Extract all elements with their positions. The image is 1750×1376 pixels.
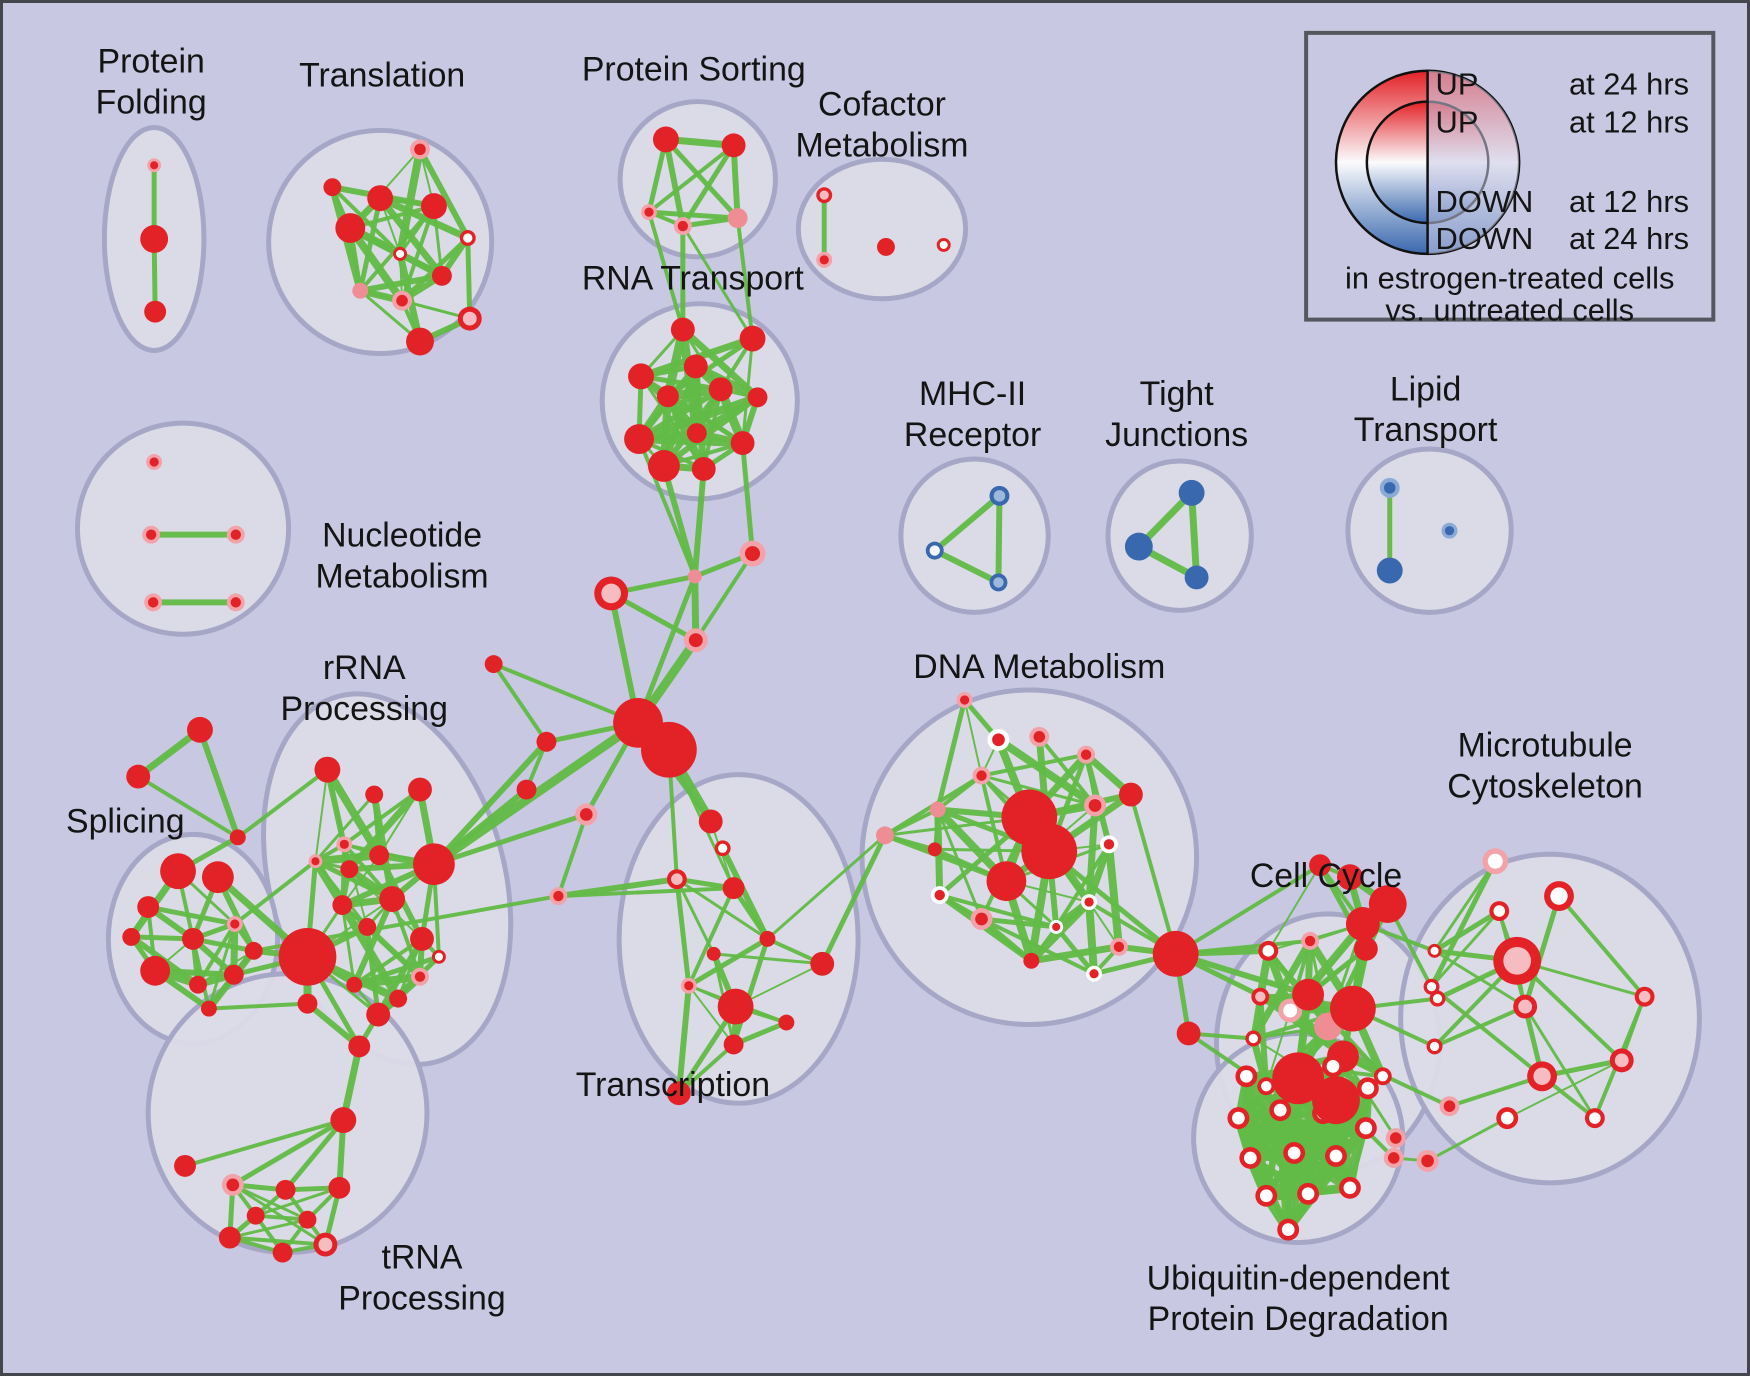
legend-time-2: at 12 hrs [1569, 184, 1689, 219]
nodes-protein-folding [140, 158, 169, 323]
cluster-label-cell-cycle: Cell Cycle [1250, 857, 1402, 895]
cluster-label-protein-sorting: Protein Sorting [582, 51, 806, 89]
nodes-nucleotide-metabolism [142, 454, 245, 612]
cluster-label-protein-folding: Protein [98, 43, 205, 81]
cluster-label-transcription: Transcription [576, 1066, 770, 1104]
legend-dir-2: DOWN [1436, 184, 1534, 219]
cluster-blob-transcription [616, 772, 861, 1106]
cluster-label-translation: Translation [299, 57, 465, 95]
nodes-translation [323, 139, 482, 356]
cluster-label-nucleotide-metabolism: Nucleotide [322, 517, 482, 555]
legend-box [1304, 30, 1716, 322]
cluster-label-rna-transport: RNA Transport [582, 260, 805, 298]
cluster-label-trna-processing: Processing [338, 1279, 505, 1317]
nodes-cell-cycle [1245, 854, 1407, 1148]
nodes-protein-sorting [641, 126, 748, 235]
nodes [122, 126, 1655, 1263]
connector-nodes [126, 540, 1460, 1172]
cluster-label-cofactor-metabolism: Metabolism [795, 126, 968, 164]
cluster-label-nucleotide-metabolism: Metabolism [316, 557, 489, 595]
legend-time-1: at 12 hrs [1569, 104, 1689, 139]
cluster-label-rrna-processing: Processing [281, 690, 448, 728]
nodes-lipid-transport [1376, 477, 1458, 584]
cluster-blob-tight-junctions [1105, 458, 1254, 613]
cluster-label-protein-folding: Folding [96, 84, 207, 122]
nodes-mhc-ii-receptor [925, 485, 1010, 592]
cluster-blob-protein-sorting [617, 99, 778, 260]
cluster-label-trna-processing: tRNA [382, 1238, 463, 1276]
cluster-label-mhc-ii-receptor: Receptor [904, 416, 1041, 454]
cluster-label-tight-junctions: Tight [1140, 375, 1215, 413]
cluster-label-microtubule-cytoskeleton: Microtubule [1458, 727, 1633, 765]
cluster-blob-mhc-ii-receptor [898, 456, 1051, 615]
legend-dir-0: UP [1436, 67, 1479, 102]
legend-dir-1: UP [1436, 104, 1479, 139]
cluster-label-rrna-processing: rRNA [323, 649, 406, 687]
cluster-label-cofactor-metabolism: Cofactor [818, 86, 946, 124]
edges-nucleotide-metabolism [148, 531, 239, 606]
cluster-label-tight-junctions: Junctions [1105, 416, 1248, 454]
nodes-cofactor-metabolism [816, 187, 951, 268]
nodes-trna-processing [174, 993, 371, 1263]
cluster-label-dna-metabolism: DNA Metabolism [913, 648, 1165, 686]
cluster-blob-cofactor-metabolism [795, 156, 969, 302]
cluster-label-mhc-ii-receptor: MHC-II [919, 375, 1026, 413]
nodes-rrna-processing [278, 756, 455, 1027]
legend-note-1: vs. untreated cells [1385, 293, 1634, 328]
nodes-splicing [122, 853, 263, 1017]
legend: UP at 24 hrs UP at 12 hrs DOWN at 12 hrs DOWN a… [1304, 30, 1716, 328]
cluster-label-lipid-transport: Lipid [1390, 370, 1462, 408]
cluster-label-microtubule-cytoskeleton: Cytoskeleton [1447, 768, 1643, 806]
nodes-transcription [666, 809, 835, 1106]
legend-time-0: at 24 hrs [1569, 67, 1689, 102]
nodes-tight-junctions [1124, 479, 1209, 590]
nodes-dna-metabolism [927, 691, 1143, 982]
legend-note-0: in estrogen-treated cells [1345, 261, 1674, 296]
legend-dir-3: DOWN [1436, 221, 1534, 256]
edges-mhc-ii-receptor [931, 492, 1003, 586]
cluster-label-ubiquitin-degradation: Protein Degradation [1148, 1300, 1449, 1338]
cluster-label-lipid-transport: Transport [1354, 411, 1498, 449]
cluster-blob-nucleotide-metabolism [75, 420, 292, 637]
cluster-label-splicing: Splicing [66, 802, 185, 840]
nodes-rna-transport [624, 317, 768, 482]
legend-fade-half [1427, 70, 1520, 254]
legend-time-3: at 24 hrs [1569, 221, 1689, 256]
cluster-blob-lipid-transport [1345, 446, 1514, 615]
nodes-microtubule-cytoskeleton [1423, 848, 1655, 1130]
cluster-label-ubiquitin-degradation: Ubiquitin-dependent [1147, 1259, 1451, 1297]
